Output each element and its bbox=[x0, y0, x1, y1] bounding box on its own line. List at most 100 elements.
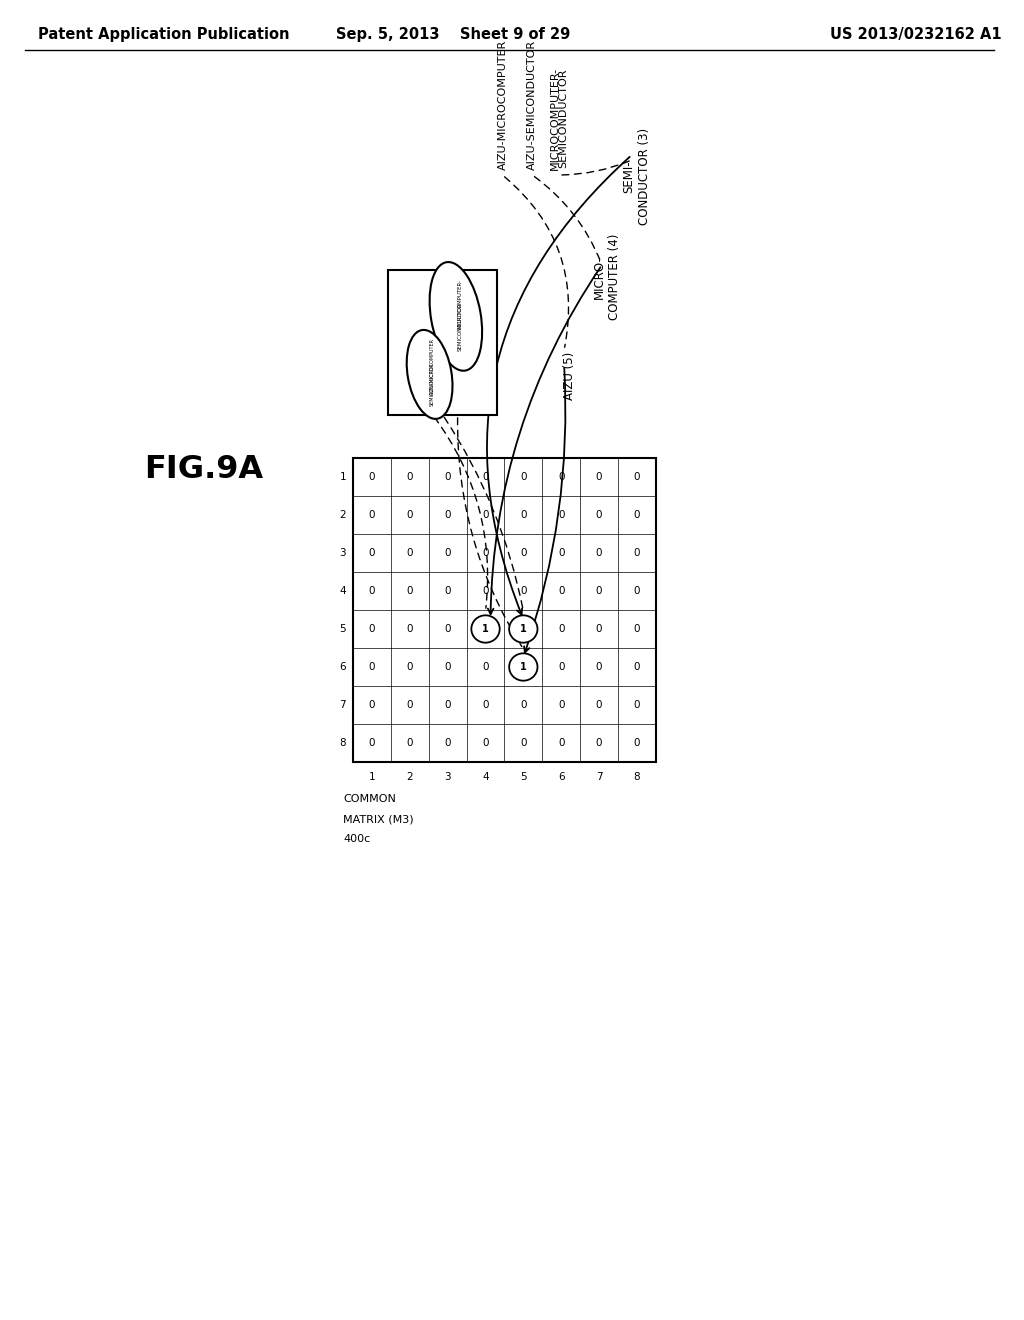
Text: SEMICONDUCTOR: SEMICONDUCTOR bbox=[458, 302, 463, 351]
Text: MATRIX (M3): MATRIX (M3) bbox=[343, 814, 414, 824]
Text: MICROCOMPUTER-: MICROCOMPUTER- bbox=[458, 280, 463, 330]
Text: 0: 0 bbox=[369, 700, 376, 710]
Text: 0: 0 bbox=[596, 663, 602, 672]
Text: 5: 5 bbox=[520, 772, 526, 781]
Text: 0: 0 bbox=[596, 473, 602, 482]
Text: 0: 0 bbox=[558, 663, 564, 672]
Text: 0: 0 bbox=[444, 510, 451, 520]
Text: AIZU (5): AIZU (5) bbox=[562, 351, 575, 400]
Text: 0: 0 bbox=[558, 510, 564, 520]
Text: 0: 0 bbox=[482, 663, 488, 672]
Text: COMMON: COMMON bbox=[343, 795, 396, 804]
Text: 0: 0 bbox=[596, 700, 602, 710]
Text: 0: 0 bbox=[482, 586, 488, 597]
Text: 7: 7 bbox=[340, 700, 346, 710]
Text: 0: 0 bbox=[558, 738, 564, 748]
Text: 0: 0 bbox=[407, 586, 413, 597]
Text: 0: 0 bbox=[444, 700, 451, 710]
Text: 1: 1 bbox=[520, 663, 526, 672]
Text: 0: 0 bbox=[369, 738, 376, 748]
Text: 6: 6 bbox=[340, 663, 346, 672]
Text: 0: 0 bbox=[482, 548, 488, 558]
Text: 0: 0 bbox=[634, 473, 640, 482]
Text: 0: 0 bbox=[482, 700, 488, 710]
Text: 0: 0 bbox=[520, 473, 526, 482]
Text: 0: 0 bbox=[482, 473, 488, 482]
Text: 3: 3 bbox=[340, 548, 346, 558]
Text: 0: 0 bbox=[407, 548, 413, 558]
Text: 0: 0 bbox=[407, 624, 413, 634]
Text: 0: 0 bbox=[634, 510, 640, 520]
Text: 5: 5 bbox=[340, 624, 346, 634]
Text: 0: 0 bbox=[369, 586, 376, 597]
Text: 0: 0 bbox=[407, 510, 413, 520]
Ellipse shape bbox=[509, 653, 538, 681]
Text: 2: 2 bbox=[407, 772, 414, 781]
Text: 0: 0 bbox=[444, 473, 451, 482]
Text: 2: 2 bbox=[340, 510, 346, 520]
Text: 0: 0 bbox=[407, 700, 413, 710]
Text: 0: 0 bbox=[482, 738, 488, 748]
Text: 0: 0 bbox=[596, 738, 602, 748]
Text: 0: 0 bbox=[369, 663, 376, 672]
Text: FIG.9A: FIG.9A bbox=[144, 454, 263, 486]
Text: 400c: 400c bbox=[343, 834, 371, 843]
Text: 0: 0 bbox=[558, 586, 564, 597]
Text: US 2013/0232162 A1: US 2013/0232162 A1 bbox=[829, 28, 1001, 42]
Text: 0: 0 bbox=[444, 624, 451, 634]
Text: 0: 0 bbox=[596, 586, 602, 597]
Text: 0: 0 bbox=[558, 624, 564, 634]
Text: 0: 0 bbox=[558, 473, 564, 482]
Text: 8: 8 bbox=[634, 772, 640, 781]
Text: SEMICONDUCTOR: SEMICONDUCTOR bbox=[430, 363, 435, 407]
Text: 0: 0 bbox=[407, 738, 413, 748]
Text: 0: 0 bbox=[596, 548, 602, 558]
Text: 0: 0 bbox=[444, 663, 451, 672]
Text: 0: 0 bbox=[634, 548, 640, 558]
Text: AIZU-SEMICONDUCTOR: AIZU-SEMICONDUCTOR bbox=[527, 40, 538, 170]
Text: AIZU-MICROCOMPUTER: AIZU-MICROCOMPUTER bbox=[498, 40, 508, 170]
Text: 0: 0 bbox=[520, 510, 526, 520]
Text: 4: 4 bbox=[482, 772, 488, 781]
Text: 0: 0 bbox=[558, 548, 564, 558]
Text: SEMI-
CONDUCTOR (3): SEMI- CONDUCTOR (3) bbox=[623, 128, 650, 224]
Text: 1: 1 bbox=[340, 473, 346, 482]
Text: ......: ...... bbox=[427, 393, 432, 407]
Text: 1: 1 bbox=[369, 772, 376, 781]
Text: 0: 0 bbox=[520, 586, 526, 597]
Text: 0: 0 bbox=[558, 700, 564, 710]
Text: MICRO-
COMPUTER (4): MICRO- COMPUTER (4) bbox=[593, 234, 621, 319]
Text: 1: 1 bbox=[520, 624, 526, 634]
Text: 3: 3 bbox=[444, 772, 451, 781]
Bar bbox=[388, 271, 498, 414]
Text: 0: 0 bbox=[369, 548, 376, 558]
Text: 0: 0 bbox=[407, 663, 413, 672]
Text: Patent Application Publication: Patent Application Publication bbox=[38, 28, 290, 42]
Text: 8: 8 bbox=[340, 738, 346, 748]
Text: Sep. 5, 2013    Sheet 9 of 29: Sep. 5, 2013 Sheet 9 of 29 bbox=[336, 28, 569, 42]
Text: 6: 6 bbox=[558, 772, 564, 781]
Text: AIZU-MICROCOMPUTER: AIZU-MICROCOMPUTER bbox=[430, 338, 435, 395]
Text: 0: 0 bbox=[634, 663, 640, 672]
Ellipse shape bbox=[430, 263, 482, 371]
Ellipse shape bbox=[407, 330, 453, 418]
Bar bbox=[353, 458, 655, 762]
Text: 0: 0 bbox=[407, 473, 413, 482]
Text: 0: 0 bbox=[482, 510, 488, 520]
Text: 0: 0 bbox=[596, 510, 602, 520]
Text: 0: 0 bbox=[520, 738, 526, 748]
Text: 0: 0 bbox=[634, 586, 640, 597]
Text: 0: 0 bbox=[444, 548, 451, 558]
Ellipse shape bbox=[471, 615, 500, 643]
Text: 0: 0 bbox=[369, 624, 376, 634]
Text: 0: 0 bbox=[369, 510, 376, 520]
Text: 0: 0 bbox=[520, 548, 526, 558]
Text: 0: 0 bbox=[634, 738, 640, 748]
Text: 0: 0 bbox=[369, 473, 376, 482]
Text: 0: 0 bbox=[520, 700, 526, 710]
Text: 1: 1 bbox=[482, 624, 488, 634]
Text: 0: 0 bbox=[634, 624, 640, 634]
Text: 4: 4 bbox=[340, 586, 346, 597]
Text: 0: 0 bbox=[444, 738, 451, 748]
Text: 7: 7 bbox=[596, 772, 602, 781]
